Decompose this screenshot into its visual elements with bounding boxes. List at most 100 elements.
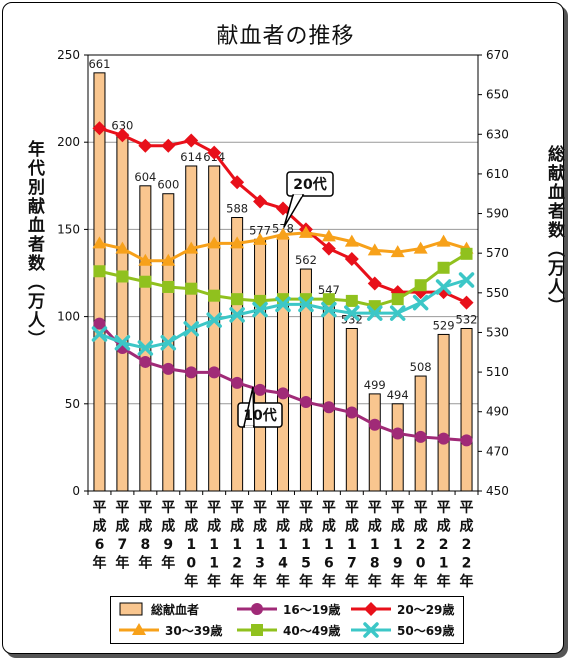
y-right-tick-label: 610 <box>486 167 509 181</box>
svg-text:年: 年 <box>184 573 198 590</box>
data-point <box>251 624 263 636</box>
data-point <box>92 121 107 136</box>
data-point <box>116 270 129 283</box>
svg-text:0: 0 <box>186 556 196 572</box>
data-point <box>391 293 404 306</box>
bar-data-label: 577 <box>249 223 271 237</box>
data-point <box>162 280 175 293</box>
legend-label: 総献血者 <box>151 602 200 617</box>
data-point <box>253 232 268 245</box>
svg-text:成: 成 <box>345 518 359 535</box>
y-right-tick-label: 670 <box>486 48 509 62</box>
data-point <box>185 366 198 379</box>
legend-swatch <box>351 622 391 638</box>
data-point <box>254 294 267 307</box>
legend-label: 30～39歳 <box>165 623 223 638</box>
svg-text:成: 成 <box>437 518 451 535</box>
svg-text:年: 年 <box>414 573 428 590</box>
bar-data-label: 532 <box>456 312 478 326</box>
y-axis-right-label: 総献血者数（万人） <box>544 145 564 316</box>
data-point <box>207 145 222 160</box>
data-point <box>367 305 383 321</box>
svg-text:成: 成 <box>460 518 474 535</box>
svg-text:年: 年 <box>115 555 129 572</box>
svg-text:成: 成 <box>391 518 405 535</box>
data-point <box>138 138 153 153</box>
bar-data-label: 529 <box>433 318 455 332</box>
data-point <box>208 289 221 302</box>
data-point <box>254 383 267 396</box>
data-point <box>363 622 379 638</box>
svg-text:2: 2 <box>462 556 472 572</box>
svg-text:年: 年 <box>368 573 382 590</box>
y-axis-left-label: 年代別献血者数（万人） <box>24 140 44 349</box>
bar-data-label: 494 <box>387 388 409 402</box>
svg-text:7: 7 <box>347 556 357 572</box>
bar-data-label: 600 <box>157 178 179 192</box>
data-point <box>460 247 473 260</box>
data-point <box>92 236 107 249</box>
data-point <box>276 201 290 216</box>
data-point <box>344 305 360 321</box>
svg-text:平: 平 <box>414 500 428 516</box>
data-point <box>93 265 106 278</box>
legend-item: 総献血者 <box>117 599 199 619</box>
data-point <box>460 434 473 447</box>
svg-text:平: 平 <box>184 500 198 516</box>
x-tick-label: 平成 2 1年 <box>437 500 451 590</box>
legend-swatch <box>119 623 159 635</box>
data-point <box>139 355 152 368</box>
data-point <box>321 241 336 256</box>
annotation-10s: 10代 <box>237 386 283 428</box>
x-tick-label: 平成 1 7年 <box>345 500 359 590</box>
svg-text:平: 平 <box>276 500 290 516</box>
legend-label: 20～29歳 <box>397 602 455 617</box>
data-point <box>298 296 314 313</box>
data-point <box>368 418 381 431</box>
y-right-tick-label: 590 <box>486 207 509 221</box>
bar <box>437 333 450 492</box>
svg-text:10代: 10代 <box>243 407 276 424</box>
data-point <box>230 175 245 190</box>
y-right-tick-label: 510 <box>486 365 509 379</box>
bar <box>116 133 129 492</box>
bar-data-label: 661 <box>88 57 110 71</box>
svg-text:平: 平 <box>437 500 451 516</box>
data-point <box>390 245 405 258</box>
data-point <box>436 234 451 247</box>
x-tick-label: 平成 1 0年 <box>184 500 198 590</box>
y-right-tick-label: 450 <box>486 484 509 498</box>
x-tick-label: 平成 6 年 <box>92 500 106 572</box>
svg-text:年: 年 <box>322 573 336 590</box>
bar-data-label: 630 <box>111 118 133 132</box>
svg-text:平: 平 <box>391 500 405 516</box>
svg-text:成: 成 <box>414 518 428 535</box>
y-right-tick-label: 470 <box>486 444 509 458</box>
svg-text:年: 年 <box>299 573 313 590</box>
svg-text:成: 成 <box>138 518 152 535</box>
legend-label: 40～49歳 <box>283 623 341 638</box>
data-point <box>183 321 199 337</box>
data-point <box>231 293 244 306</box>
data-point <box>412 294 429 311</box>
svg-text:4: 4 <box>278 556 288 572</box>
legend-item: 50～69歳 <box>349 620 454 640</box>
x-tick-label: 平成 1 2年 <box>230 500 244 590</box>
data-point <box>299 396 312 409</box>
data-point <box>137 340 154 356</box>
bar <box>93 72 106 492</box>
bar-data-label: 588 <box>226 202 248 216</box>
svg-text:1: 1 <box>186 537 196 553</box>
data-point <box>275 296 291 313</box>
svg-text:3: 3 <box>255 556 265 572</box>
svg-text:1: 1 <box>278 537 288 553</box>
series-40～49歳 <box>93 247 473 313</box>
y-left-tick-label: 100 <box>57 310 80 324</box>
legend-label: 50～69歳 <box>397 623 455 638</box>
data-point <box>344 252 359 267</box>
svg-text:平: 平 <box>92 500 106 516</box>
y-right-tick-label: 490 <box>486 405 509 419</box>
